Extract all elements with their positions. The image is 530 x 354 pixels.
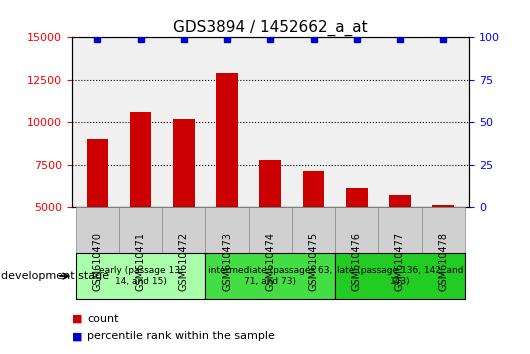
Bar bbox=[216, 73, 238, 292]
Bar bbox=[346, 188, 367, 292]
Text: GSM610475: GSM610475 bbox=[308, 232, 319, 291]
Text: GSM610473: GSM610473 bbox=[222, 232, 232, 291]
Bar bbox=[303, 171, 324, 292]
Text: GSM610470: GSM610470 bbox=[92, 232, 102, 291]
Bar bbox=[260, 160, 281, 292]
Bar bbox=[173, 119, 195, 292]
Text: early (passage 13,
14, and 15): early (passage 13, 14, and 15) bbox=[99, 267, 182, 286]
Text: percentile rank within the sample: percentile rank within the sample bbox=[87, 331, 275, 341]
Text: development stage: development stage bbox=[1, 271, 109, 281]
Title: GDS3894 / 1452662_a_at: GDS3894 / 1452662_a_at bbox=[173, 19, 368, 36]
Text: GSM610474: GSM610474 bbox=[266, 232, 275, 291]
Bar bbox=[87, 139, 108, 292]
Text: GSM610471: GSM610471 bbox=[136, 232, 146, 291]
Text: GSM610476: GSM610476 bbox=[352, 232, 361, 291]
Bar bbox=[130, 112, 152, 292]
Text: late (passage 136, 142, and
143): late (passage 136, 142, and 143) bbox=[337, 267, 463, 286]
Bar bbox=[432, 205, 454, 292]
Bar bbox=[389, 195, 411, 292]
Text: GSM610477: GSM610477 bbox=[395, 232, 405, 291]
Text: ■: ■ bbox=[72, 314, 82, 324]
Text: intermediate (passages 63,
71, and 73): intermediate (passages 63, 71, and 73) bbox=[208, 267, 332, 286]
Text: ■: ■ bbox=[72, 331, 82, 341]
Text: GSM610478: GSM610478 bbox=[438, 232, 448, 291]
Text: GSM610472: GSM610472 bbox=[179, 232, 189, 291]
Text: count: count bbox=[87, 314, 119, 324]
